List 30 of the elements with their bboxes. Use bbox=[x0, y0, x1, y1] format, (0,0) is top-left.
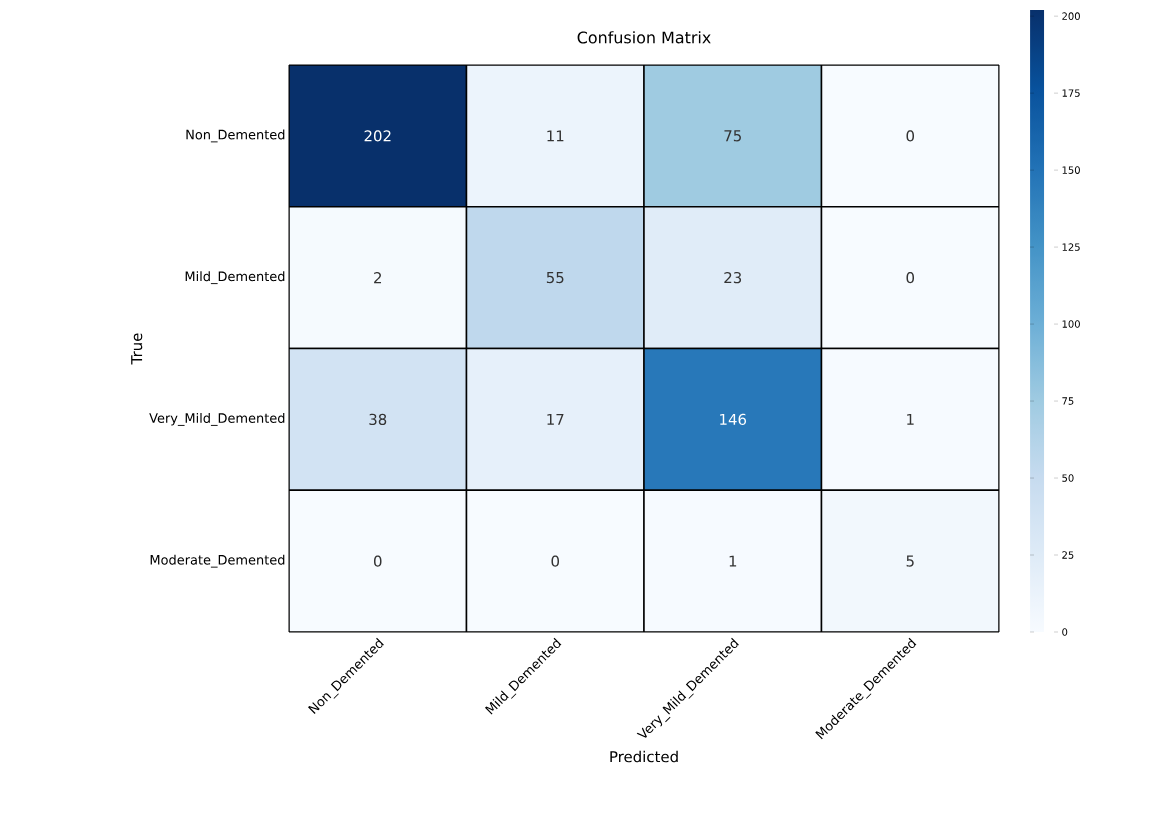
data-label: 1 bbox=[729, 555, 737, 567]
color-bar-label: 200 bbox=[1062, 12, 1080, 20]
data-label: 55 bbox=[546, 272, 564, 284]
color-bar-label: 150 bbox=[1062, 166, 1080, 174]
color-bar-label: 0 bbox=[1062, 628, 1068, 636]
x-axis-title: Predicted bbox=[610, 750, 678, 763]
color-bar-label: 125 bbox=[1062, 243, 1080, 251]
data-label: 11 bbox=[547, 130, 564, 142]
chart-title: Confusion Matrix bbox=[577, 31, 711, 44]
data-label: 75 bbox=[724, 130, 741, 142]
data-label: 0 bbox=[551, 555, 560, 567]
color-bar-label: 50 bbox=[1062, 474, 1074, 482]
y-tick-label: Non_Demented bbox=[186, 129, 285, 143]
color-bar-label: 175 bbox=[1062, 89, 1080, 97]
y-axis-title: True bbox=[131, 333, 143, 365]
data-label: 23 bbox=[724, 271, 742, 284]
data-label: 0 bbox=[906, 271, 915, 284]
data-label: 0 bbox=[906, 130, 915, 142]
data-label: 17 bbox=[547, 413, 564, 425]
data-label: 0 bbox=[373, 555, 382, 567]
y-tick-label: Very_Mild_Demented bbox=[149, 412, 285, 426]
data-label: 146 bbox=[720, 413, 747, 426]
data-label: 5 bbox=[906, 555, 914, 567]
color-bar-label: 100 bbox=[1062, 320, 1080, 328]
y-tick-label: Mild_Demented bbox=[185, 271, 285, 285]
color-bar-label: 75 bbox=[1062, 397, 1074, 405]
color-bar-label: 25 bbox=[1062, 551, 1074, 559]
data-label: 1 bbox=[907, 413, 914, 425]
y-tick-label: Moderate_Demented bbox=[150, 554, 285, 568]
data-label: 202 bbox=[364, 130, 391, 142]
